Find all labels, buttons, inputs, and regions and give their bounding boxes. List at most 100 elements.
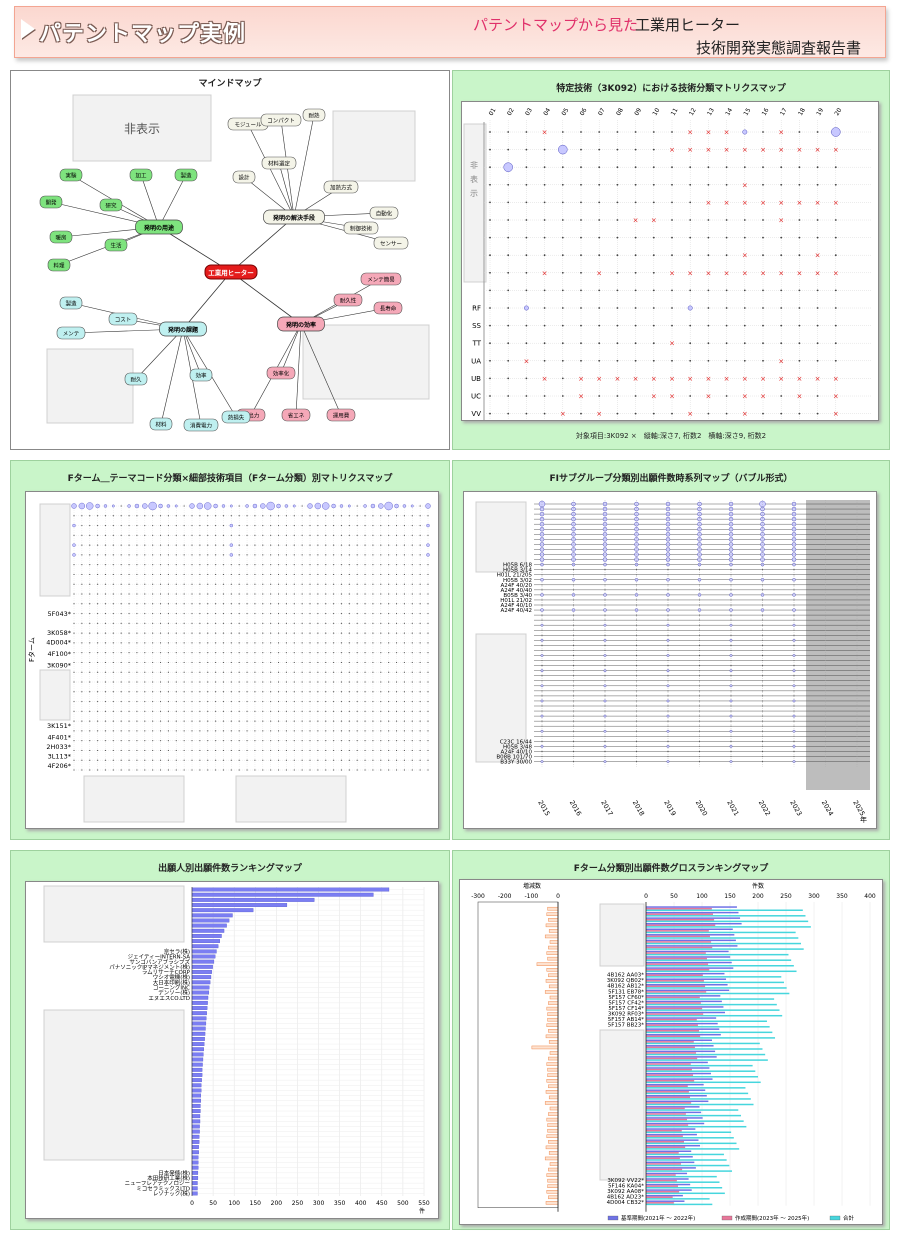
gr-y-tick: 3K092 AA08* (607, 1189, 644, 1195)
tm-dot (725, 183, 728, 186)
fm-dot (136, 710, 138, 712)
tm-dot (671, 219, 673, 221)
fm-dot (419, 524, 421, 527)
fm-dot (191, 652, 193, 654)
fm-dot (364, 710, 366, 712)
fm-dot (333, 749, 335, 752)
fm-dot (277, 573, 280, 576)
fm-dot (104, 524, 107, 527)
fm-dot (348, 544, 350, 546)
gr-bar-base (646, 1000, 722, 1003)
ts-dot (793, 599, 795, 601)
fm-dot (112, 583, 114, 585)
fm-dot (388, 652, 390, 654)
ts-dot (793, 750, 795, 753)
fm-dot (167, 632, 169, 634)
ts-y-tick: A24F 40/10 (500, 603, 532, 609)
ts-dot (761, 675, 764, 677)
gr-bar-base (646, 917, 741, 919)
fm-dot (317, 691, 319, 693)
gr-bar-diff (548, 1056, 559, 1061)
fm-dot (81, 573, 83, 576)
fm-dot (317, 603, 319, 605)
tm-dot (780, 324, 783, 327)
tm-dot (725, 289, 728, 292)
ts-bubble (539, 557, 545, 562)
tm-dot (725, 236, 728, 239)
fm-dot (97, 661, 99, 664)
fm-dot (333, 710, 335, 712)
fm-dot (128, 544, 130, 546)
tm-dot (489, 324, 491, 327)
fm-dot (285, 564, 287, 566)
fm-bubble (322, 502, 330, 510)
fm-dot (301, 749, 303, 752)
ar-x-tick: 0 (190, 1200, 194, 1207)
fm-dot (73, 612, 75, 615)
mindmap-child-label: 省エネ (288, 412, 305, 420)
fm-dot (388, 603, 390, 605)
ts-dot (698, 685, 701, 687)
tm-x-tick: 02 (506, 107, 516, 117)
fm-dot (293, 612, 295, 615)
fm-dot (89, 681, 91, 683)
tm-cross: × (815, 269, 821, 277)
tm-dot (616, 359, 619, 362)
mindmap-child-label: 効率 (195, 372, 207, 380)
fm-dot (120, 759, 122, 761)
tm-cross: × (760, 393, 766, 401)
gr-bar-diff (546, 912, 559, 916)
gr-bar-recent (646, 1118, 688, 1121)
fm-dot (356, 652, 358, 654)
tm-x-tick: 05 (560, 107, 570, 117)
gr-bar-recent (646, 1196, 673, 1198)
ar-bar (191, 1006, 208, 1010)
tm-dot (489, 271, 491, 274)
tm-dot (525, 289, 528, 292)
fm-dot (333, 622, 335, 624)
fm-dot (215, 749, 217, 752)
mindmap-child-label: 設計 (238, 174, 250, 182)
gr-bar-base (646, 934, 735, 936)
fm-dot (73, 710, 75, 712)
tm-dot (743, 166, 746, 169)
fm-dot (317, 759, 319, 761)
ar-x-tick: 450 (376, 1200, 388, 1207)
fm-dot (411, 593, 413, 595)
fm-dot (97, 642, 99, 644)
fm-dot (388, 642, 390, 644)
fm-dot (325, 515, 327, 517)
fm-dot (356, 632, 358, 634)
fm-dot (427, 612, 429, 615)
fm-dot (89, 652, 91, 654)
tm-cross: × (833, 269, 839, 277)
tech-matrix-title: 特定技術（3K092）における技術分類マトリクスマップ (556, 84, 786, 94)
ts-dot (667, 720, 669, 722)
gr-bar-base (646, 1117, 703, 1119)
fm-dot (301, 524, 303, 527)
fm-dot (104, 603, 107, 605)
fm-dot (411, 642, 413, 644)
ts-y-tick: A24F 40/42 (500, 608, 532, 614)
fm-dot (372, 524, 374, 527)
fm-dot (73, 564, 75, 566)
ar-y-tick: 日本発條(株) (158, 1169, 190, 1177)
fm-dot (348, 534, 350, 536)
fm-dot (270, 769, 272, 771)
fm-dot (285, 740, 287, 742)
fm-dot (356, 505, 358, 507)
gr-right-tick: 200 (752, 893, 764, 900)
fm-dot (183, 612, 185, 615)
fm-dot (262, 749, 264, 752)
fm-dot (199, 534, 201, 536)
tm-dot (816, 307, 819, 309)
ar-y-tick: 京セラ(株) (164, 947, 190, 955)
fm-dot (364, 671, 366, 673)
fm-dot (380, 612, 382, 615)
gr-bar-recent (646, 1124, 689, 1126)
fm-dot (348, 583, 350, 585)
ts-dot (541, 569, 543, 571)
fm-dot (215, 632, 217, 634)
fm-dot (89, 564, 91, 566)
ts-dot (730, 665, 732, 667)
